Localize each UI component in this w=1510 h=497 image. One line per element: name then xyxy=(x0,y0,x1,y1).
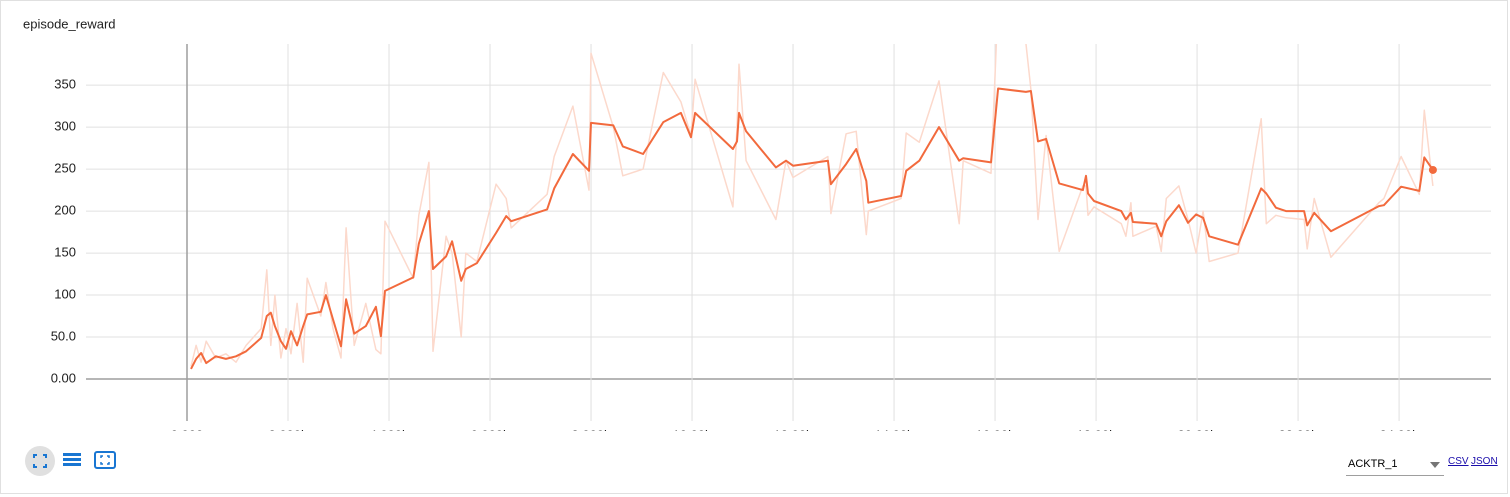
y-tick-label: 0.00 xyxy=(51,370,76,385)
json-link[interactable]: JSON xyxy=(1471,456,1498,467)
csv-link[interactable]: CSV xyxy=(1448,456,1469,467)
fit-button[interactable] xyxy=(93,449,117,474)
y-tick-label: 50.0 xyxy=(51,328,76,343)
run-name: ACKTR_1 xyxy=(1348,458,1398,470)
x-tick-label: 2.000k xyxy=(268,427,308,431)
x-tick-label: 12.00k xyxy=(774,427,814,431)
y-tick-label: 150 xyxy=(54,245,76,260)
chart: episode_reward 0.00 50.0 100 150 200 250 300 35… xyxy=(23,16,1491,431)
zoom-button[interactable] xyxy=(25,446,55,476)
x-tick-label: 18.00k xyxy=(1077,427,1117,431)
x-tick-label: 16.00k xyxy=(976,427,1016,431)
x-tick-label: 20.00k xyxy=(1178,427,1218,431)
y-tick-label: 200 xyxy=(54,203,76,218)
run-dropdown[interactable]: ACKTR_1 xyxy=(1346,453,1444,476)
series-line xyxy=(190,87,1434,370)
series-line xyxy=(190,44,1434,367)
x-tick-label: 10.00k xyxy=(673,427,713,431)
x-tick-label: 14.00k xyxy=(875,427,915,431)
last-point xyxy=(1428,165,1437,174)
y-tick-label: 250 xyxy=(54,161,76,176)
y-tick-label: 300 xyxy=(54,119,76,134)
x-tick-label: 24.00k xyxy=(1380,427,1420,431)
y-tick-label: 100 xyxy=(54,286,76,301)
x-tick-label: 8.000k xyxy=(572,427,612,431)
x-tick-label: 4.000k xyxy=(369,427,409,431)
log-toggle[interactable] xyxy=(61,449,83,474)
chart-title: episode_reward xyxy=(23,16,116,31)
x-tick-label: 0.000 xyxy=(171,427,204,431)
x-tick-label: 6.000k xyxy=(471,427,511,431)
y-tick-label: 350 xyxy=(54,77,76,92)
x-tick-label: 22.00k xyxy=(1279,427,1319,431)
